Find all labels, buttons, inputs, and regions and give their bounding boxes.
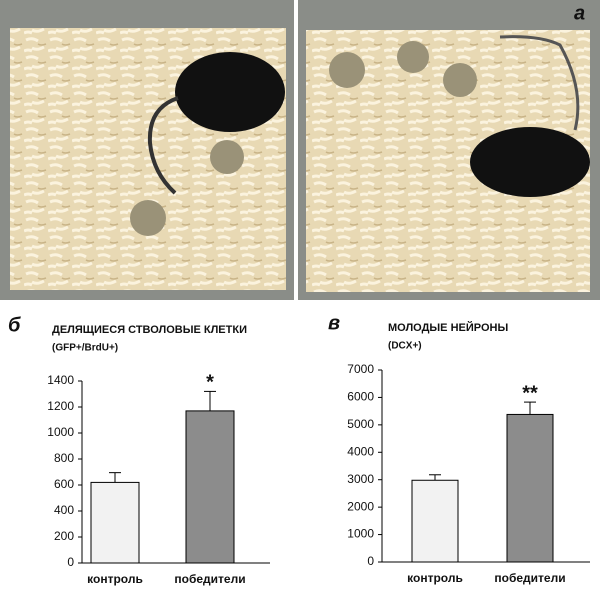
- y-tick-label: 4000: [347, 444, 374, 458]
- y-tick-label: 7000: [347, 362, 374, 376]
- mouse: [175, 52, 285, 132]
- significance: **: [522, 382, 538, 404]
- pellet: [210, 140, 244, 174]
- pellet: [329, 52, 365, 88]
- y-tick-label: 2000: [347, 499, 374, 513]
- bar: [506, 413, 554, 563]
- chart-title: ДЕЛЯЩИЕСЯ СТВОЛОВЫЕ КЛЕТКИ: [52, 324, 247, 336]
- bar: [185, 410, 235, 564]
- y-tick-label: 1000: [47, 425, 74, 439]
- y-tick-label: 6000: [347, 390, 374, 404]
- chart-title: МОЛОДЫЕ НЕЙРОНЫ: [388, 321, 508, 334]
- y-tick-label: 0: [67, 555, 74, 569]
- panel-label: б: [8, 314, 21, 336]
- x-tick-label: контроль: [87, 572, 143, 586]
- y-tick-label: 3000: [347, 472, 374, 486]
- x-tick-label: контроль: [407, 571, 463, 585]
- significance: *: [206, 372, 214, 394]
- y-tick-label: 5000: [347, 417, 374, 431]
- tail: [147, 96, 179, 195]
- y-tick-label: 400: [54, 503, 74, 517]
- panel-label: а: [574, 2, 585, 24]
- bar: [411, 479, 459, 563]
- y-tick-label: 800: [54, 451, 74, 465]
- panel-label: в: [328, 312, 340, 334]
- tail: [499, 35, 580, 131]
- bar: [90, 481, 140, 564]
- chart-subtitle: (DCX+): [388, 341, 422, 352]
- y-tick-label: 1400: [47, 373, 74, 387]
- pellet: [397, 41, 429, 73]
- x-tick-label: победители: [174, 572, 245, 586]
- pellet: [443, 63, 477, 97]
- y-tick-label: 600: [54, 477, 74, 491]
- y-tick-label: 1000: [347, 527, 374, 541]
- mouse: [470, 127, 590, 197]
- y-tick-label: 200: [54, 529, 74, 543]
- x-tick-label: победители: [494, 571, 565, 585]
- y-tick-label: 0: [367, 554, 374, 568]
- y-tick-label: 1200: [47, 399, 74, 413]
- pellet: [130, 200, 166, 236]
- photo: а: [0, 0, 600, 300]
- chart-subtitle: (GFP+/BrdU+): [52, 343, 118, 354]
